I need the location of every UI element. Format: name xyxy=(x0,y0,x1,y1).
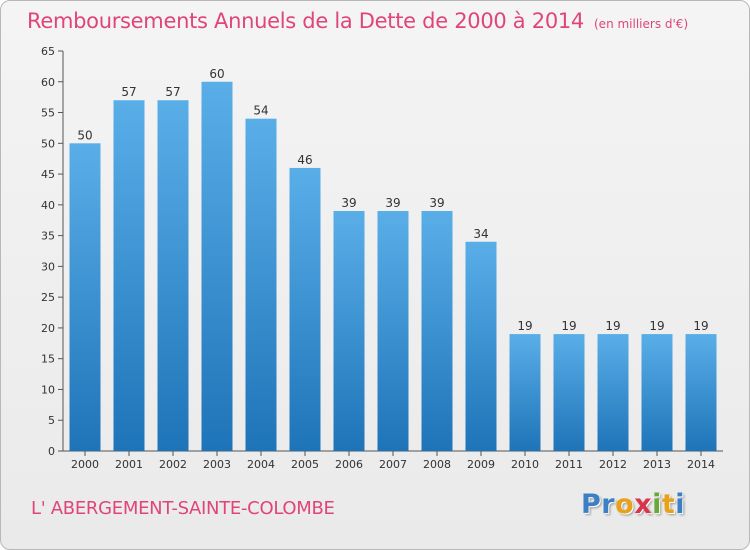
commune-name: L' ABERGEMENT-SAINTE-COLOMBE xyxy=(31,498,335,519)
y-tick-label: 60 xyxy=(41,76,55,89)
bar-value-label: 50 xyxy=(77,128,92,142)
bars: 50 57 57 60 54 46 39 39 39 34 19 19 19 19 19 xyxy=(69,67,717,452)
x-tick-label: 2005 xyxy=(291,458,319,471)
x-tick-label: 2013 xyxy=(643,458,671,471)
y-tick-label: 10 xyxy=(41,383,55,396)
x-tick-label: 2010 xyxy=(511,458,539,471)
x-tick-label: 2003 xyxy=(203,458,231,471)
bar-2012 xyxy=(597,334,629,451)
y-tick-label: 25 xyxy=(41,291,55,304)
bar-2008 xyxy=(421,211,453,451)
bar-2005 xyxy=(289,167,321,451)
chart-title: Remboursements Annuels de la Dette de 20… xyxy=(27,9,688,33)
bar-2003 xyxy=(201,81,233,452)
bar-value-label: 19 xyxy=(693,319,708,333)
bar-2007 xyxy=(377,211,409,451)
bar-value-label: 39 xyxy=(385,196,400,210)
logo-letter: i xyxy=(675,489,686,520)
bar-2013 xyxy=(641,334,673,451)
bar-2006 xyxy=(333,211,365,451)
bar-value-label: 19 xyxy=(649,319,664,333)
logo-letter: t xyxy=(661,489,676,520)
y-tick-label: 50 xyxy=(41,137,55,150)
y-tick-label: 5 xyxy=(48,414,55,427)
bar-2014 xyxy=(685,334,717,451)
bar-2011 xyxy=(553,334,585,451)
x-tick-label: 2002 xyxy=(159,458,187,471)
chart-title-text: Remboursements Annuels de la Dette de 20… xyxy=(27,9,584,33)
bar-value-label: 57 xyxy=(121,85,136,99)
logo-letter: r xyxy=(601,489,616,520)
x-tick-label: 2007 xyxy=(379,458,407,471)
bar-value-label: 57 xyxy=(165,85,180,99)
bar-value-label: 34 xyxy=(473,227,488,241)
y-tick-label: 20 xyxy=(41,322,55,335)
y-tick-label: 15 xyxy=(41,353,55,366)
x-tick-label: 2012 xyxy=(599,458,627,471)
bar-2010 xyxy=(509,334,541,451)
y-axis: 0 5 10 15 20 25 30 35 40 45 50 55 60 65 xyxy=(41,45,64,458)
bar-value-label: 60 xyxy=(209,67,224,81)
bar-value-label: 19 xyxy=(605,319,620,333)
bar-2002 xyxy=(157,100,189,451)
bar-value-label: 39 xyxy=(429,196,444,210)
bar-value-label: 46 xyxy=(297,153,312,167)
y-tick-label: 30 xyxy=(41,260,55,273)
y-tick-label: 65 xyxy=(41,45,55,58)
bar-value-label: 54 xyxy=(253,104,268,118)
y-tick-label: 55 xyxy=(41,107,55,120)
x-tick-label: 2008 xyxy=(423,458,451,471)
bar-2001 xyxy=(113,100,145,451)
chart-unit: (en milliers d'€) xyxy=(594,17,689,31)
bar-value-label: 39 xyxy=(341,196,356,210)
y-tick-label: 35 xyxy=(41,230,55,243)
y-tick-label: 0 xyxy=(48,445,55,458)
y-tick-label: 40 xyxy=(41,199,55,212)
logo-letter: i xyxy=(652,489,662,520)
bar-2000 xyxy=(69,143,101,452)
y-tick-label: 45 xyxy=(41,168,55,181)
logo-letter: x xyxy=(634,489,653,520)
x-tick-label: 2006 xyxy=(335,458,363,471)
bar-value-label: 19 xyxy=(517,319,532,333)
x-tick-label: 2004 xyxy=(247,458,275,471)
x-tick-label: 2001 xyxy=(115,458,143,471)
x-axis: 2000 2001 2002 2003 2004 2005 2006 2007 2008 2009… xyxy=(63,450,723,471)
x-tick-label: 2011 xyxy=(555,458,583,471)
proxiti-logo: Proxiti xyxy=(581,489,685,520)
x-tick-label: 2009 xyxy=(467,458,495,471)
bar-2009 xyxy=(465,241,497,451)
bar-2004 xyxy=(245,118,277,451)
logo-letter: o xyxy=(615,489,635,520)
logo-letter: P xyxy=(581,489,602,520)
x-tick-label: 2000 xyxy=(71,458,99,471)
bar-value-label: 19 xyxy=(561,319,576,333)
x-tick-label: 2014 xyxy=(687,458,715,471)
